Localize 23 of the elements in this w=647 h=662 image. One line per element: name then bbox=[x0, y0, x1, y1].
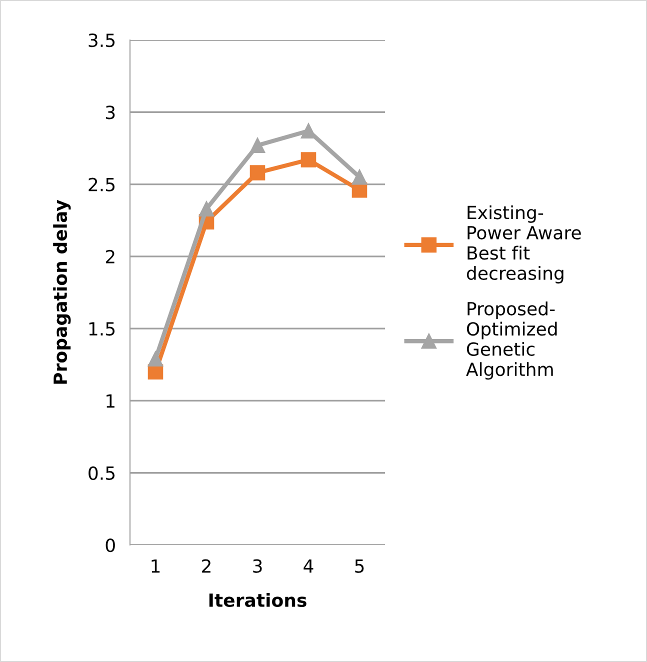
point bbox=[250, 138, 266, 153]
y-tick-label: 0 bbox=[106, 538, 115, 552]
legend-label: Existing- Power Aware Best fit decreasing bbox=[466, 205, 581, 284]
point bbox=[250, 165, 266, 180]
y-tick-label: 2.5 bbox=[88, 178, 115, 192]
y-tick-label: 2 bbox=[106, 250, 114, 264]
y-tick-label: 1.5 bbox=[89, 322, 115, 336]
y-tick-label: 1 bbox=[106, 394, 114, 408]
y-tick-label: 3 bbox=[106, 106, 115, 120]
x-tick-label: 5 bbox=[355, 559, 364, 573]
point bbox=[352, 169, 368, 185]
x-tick-label: 4 bbox=[304, 559, 314, 573]
point bbox=[300, 152, 316, 168]
x-axis-title: Iterations bbox=[209, 593, 306, 608]
x-tick-label: 3 bbox=[253, 559, 262, 573]
point bbox=[198, 201, 214, 216]
y-tick-label: 3.5 bbox=[88, 33, 115, 48]
x-tick-label: 1 bbox=[152, 559, 160, 573]
point bbox=[148, 351, 164, 367]
y-tick-label: 0.5 bbox=[88, 466, 115, 480]
x-tick-label: 2 bbox=[202, 559, 210, 573]
legend-label: Proposed- Optimized Genetic Algorithm bbox=[466, 302, 557, 380]
y-axis-title: Propagation delay bbox=[53, 200, 71, 384]
